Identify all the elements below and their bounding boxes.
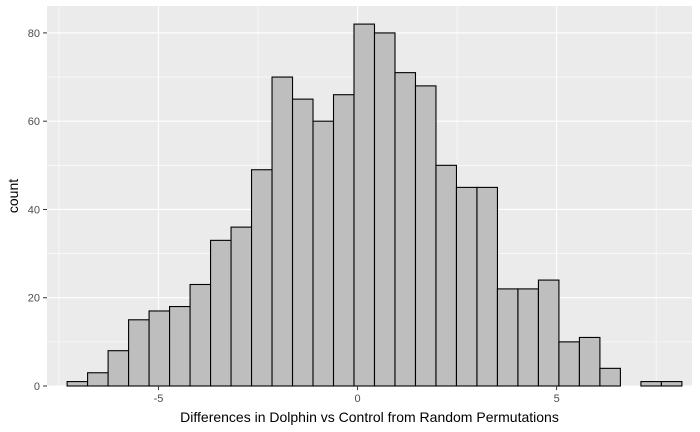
histogram-bar <box>394 72 417 387</box>
x-tick-labels: -5 0 5 <box>154 393 560 405</box>
histogram-bar <box>496 288 519 387</box>
histogram-bar <box>353 23 376 387</box>
axis-ticks <box>43 32 558 390</box>
histogram-bar <box>148 310 171 387</box>
histogram-bar <box>271 76 294 387</box>
histogram-bar <box>87 372 109 387</box>
histogram-bar <box>640 381 662 387</box>
y-tick-label: 40 <box>28 204 40 216</box>
histogram-bar <box>578 336 601 387</box>
histogram-bar <box>476 186 499 387</box>
y-axis-title: count <box>5 179 21 213</box>
histogram-bar <box>312 120 335 387</box>
histogram-bar <box>599 367 621 387</box>
histogram-bar <box>250 169 273 387</box>
histogram-bar <box>373 32 396 387</box>
histogram-bar <box>537 279 560 387</box>
y-tick-label: 20 <box>28 293 40 305</box>
histogram-bar <box>66 381 89 387</box>
histogram-bar <box>414 85 437 387</box>
histogram-bar <box>210 239 232 387</box>
histogram-bar <box>517 288 539 387</box>
y-tick-labels: 0 20 40 60 80 <box>28 28 40 393</box>
y-tick-label: 80 <box>28 28 40 40</box>
histogram-bar <box>107 350 130 387</box>
x-tick-label: 0 <box>354 393 360 405</box>
x-tick-label: 5 <box>554 393 560 405</box>
histogram-bar <box>189 283 212 387</box>
y-tick-label: 60 <box>28 116 40 128</box>
y-tick-label: 0 <box>34 381 40 393</box>
histogram-bar <box>455 186 478 387</box>
histogram-bar <box>558 341 580 387</box>
x-axis-title: Differences in Dolphin vs Control from R… <box>180 409 559 425</box>
histogram-bar <box>332 94 355 387</box>
x-tick-label: -5 <box>154 393 164 405</box>
histogram-bar <box>435 164 458 387</box>
histogram-bar <box>230 226 253 387</box>
histogram-bar <box>660 381 683 387</box>
histogram-bar <box>169 306 191 387</box>
histogram-bars <box>66 23 683 387</box>
histogram-bar <box>291 98 314 387</box>
histogram-bar <box>128 319 150 387</box>
